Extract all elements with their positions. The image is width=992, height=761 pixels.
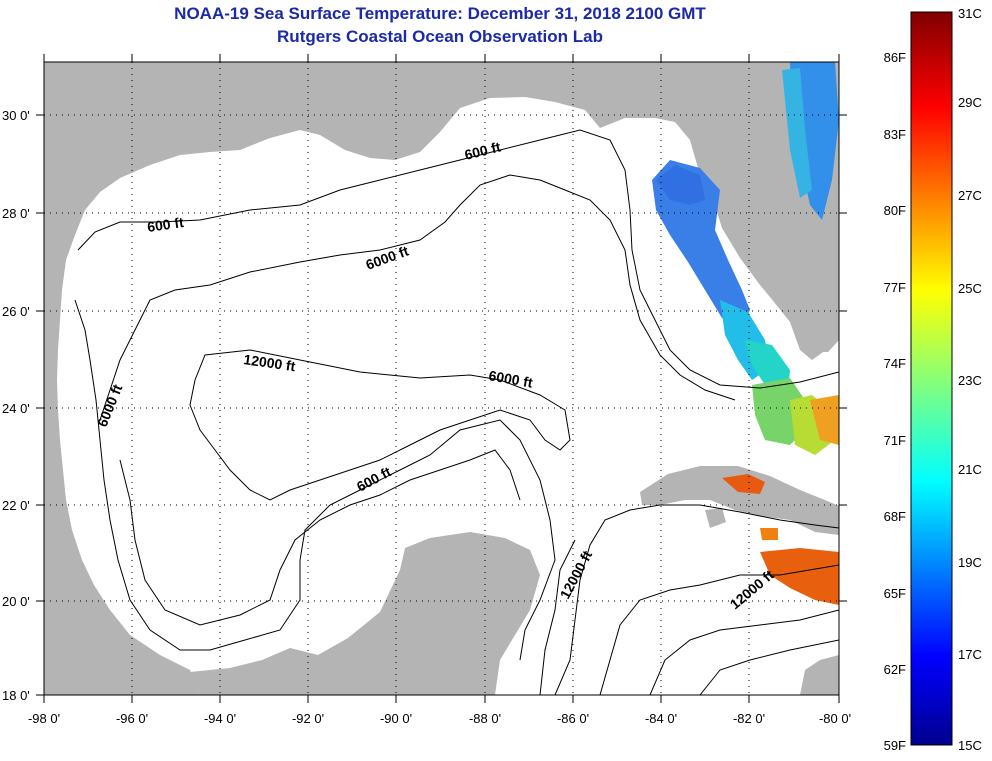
lat-tick-labels: 30 0' 28 0' 26 0' 24 0' 22 0' 20 0' 18 0… <box>2 108 30 703</box>
central-america-land <box>800 655 839 695</box>
colorbar-f-label: 59F <box>884 738 906 753</box>
map-subtitle: Rutgers Coastal Ocean Observation Lab <box>277 27 603 46</box>
lon-tick-labels: -98 0' -96 0' -94 0' -92 0' -90 0' -88 0… <box>28 711 851 726</box>
lon-tick-label: -96 0' <box>116 711 148 726</box>
colorbar-f-labels: 86F 83F 80F 77F 74F 71F 68F 65F 62F 59F <box>884 50 906 753</box>
lat-tick-label: 18 0' <box>2 688 30 703</box>
colorbar-c-label: 17C <box>958 647 982 662</box>
graticule <box>44 62 839 695</box>
colorbar-f-label: 62F <box>884 662 906 677</box>
lon-tick-label: -88 0' <box>469 711 501 726</box>
colorbar-c-label: 23C <box>958 373 982 388</box>
colorbar <box>910 11 953 746</box>
colorbar-c-label: 29C <box>958 95 982 110</box>
colorbar-c-label: 15C <box>958 738 982 753</box>
contour-label: 12000 ft <box>243 351 297 374</box>
lon-tick-label: -84 0' <box>645 711 677 726</box>
lat-tick-label: 26 0' <box>2 304 30 319</box>
colorbar-c-label: 27C <box>958 188 982 203</box>
lat-tick-label: 20 0' <box>2 594 30 609</box>
lon-tick-label: -90 0' <box>380 711 412 726</box>
yucatan-land <box>190 532 540 695</box>
lon-tick-label: -86 0' <box>557 711 589 726</box>
colorbar-c-label: 31C <box>958 6 982 21</box>
colorbar-c-label: 21C <box>958 462 982 477</box>
contour-label: 600 ft <box>146 214 185 235</box>
lon-tick-label: -92 0' <box>292 711 324 726</box>
sst-data-layer <box>652 62 839 605</box>
colorbar-f-label: 83F <box>884 127 906 142</box>
lat-tick-marks <box>36 114 847 696</box>
lon-tick-marks <box>43 54 840 703</box>
lon-tick-label: -98 0' <box>28 711 60 726</box>
island-land <box>705 508 726 528</box>
cuba-land <box>640 466 839 535</box>
depth-contours <box>74 129 839 695</box>
lat-tick-label: 22 0' <box>2 498 30 513</box>
lon-tick-label: -80 0' <box>819 711 851 726</box>
contour-label: 6000 ft <box>487 367 534 391</box>
colorbar-c-labels: 31C 29C 27C 25C 23C 21C 19C 17C 15C <box>958 6 982 753</box>
lat-tick-label: 30 0' <box>2 108 30 123</box>
colorbar-f-label: 80F <box>884 203 906 218</box>
colorbar-f-label: 68F <box>884 509 906 524</box>
lon-tick-label: -94 0' <box>204 711 236 726</box>
colorbar-f-label: 65F <box>884 586 906 601</box>
colorbar-c-label: 25C <box>958 281 982 296</box>
map-title: NOAA-19 Sea Surface Temperature: Decembe… <box>174 4 706 23</box>
lat-tick-label: 28 0' <box>2 206 30 221</box>
colorbar-f-label: 86F <box>884 50 906 65</box>
lat-tick-label: 24 0' <box>2 401 30 416</box>
colorbar-f-label: 77F <box>884 280 906 295</box>
colorbar-c-label: 19C <box>958 555 982 570</box>
lon-tick-label: -82 0' <box>733 711 765 726</box>
colorbar-f-label: 74F <box>884 356 906 371</box>
colorbar-f-label: 71F <box>884 433 906 448</box>
